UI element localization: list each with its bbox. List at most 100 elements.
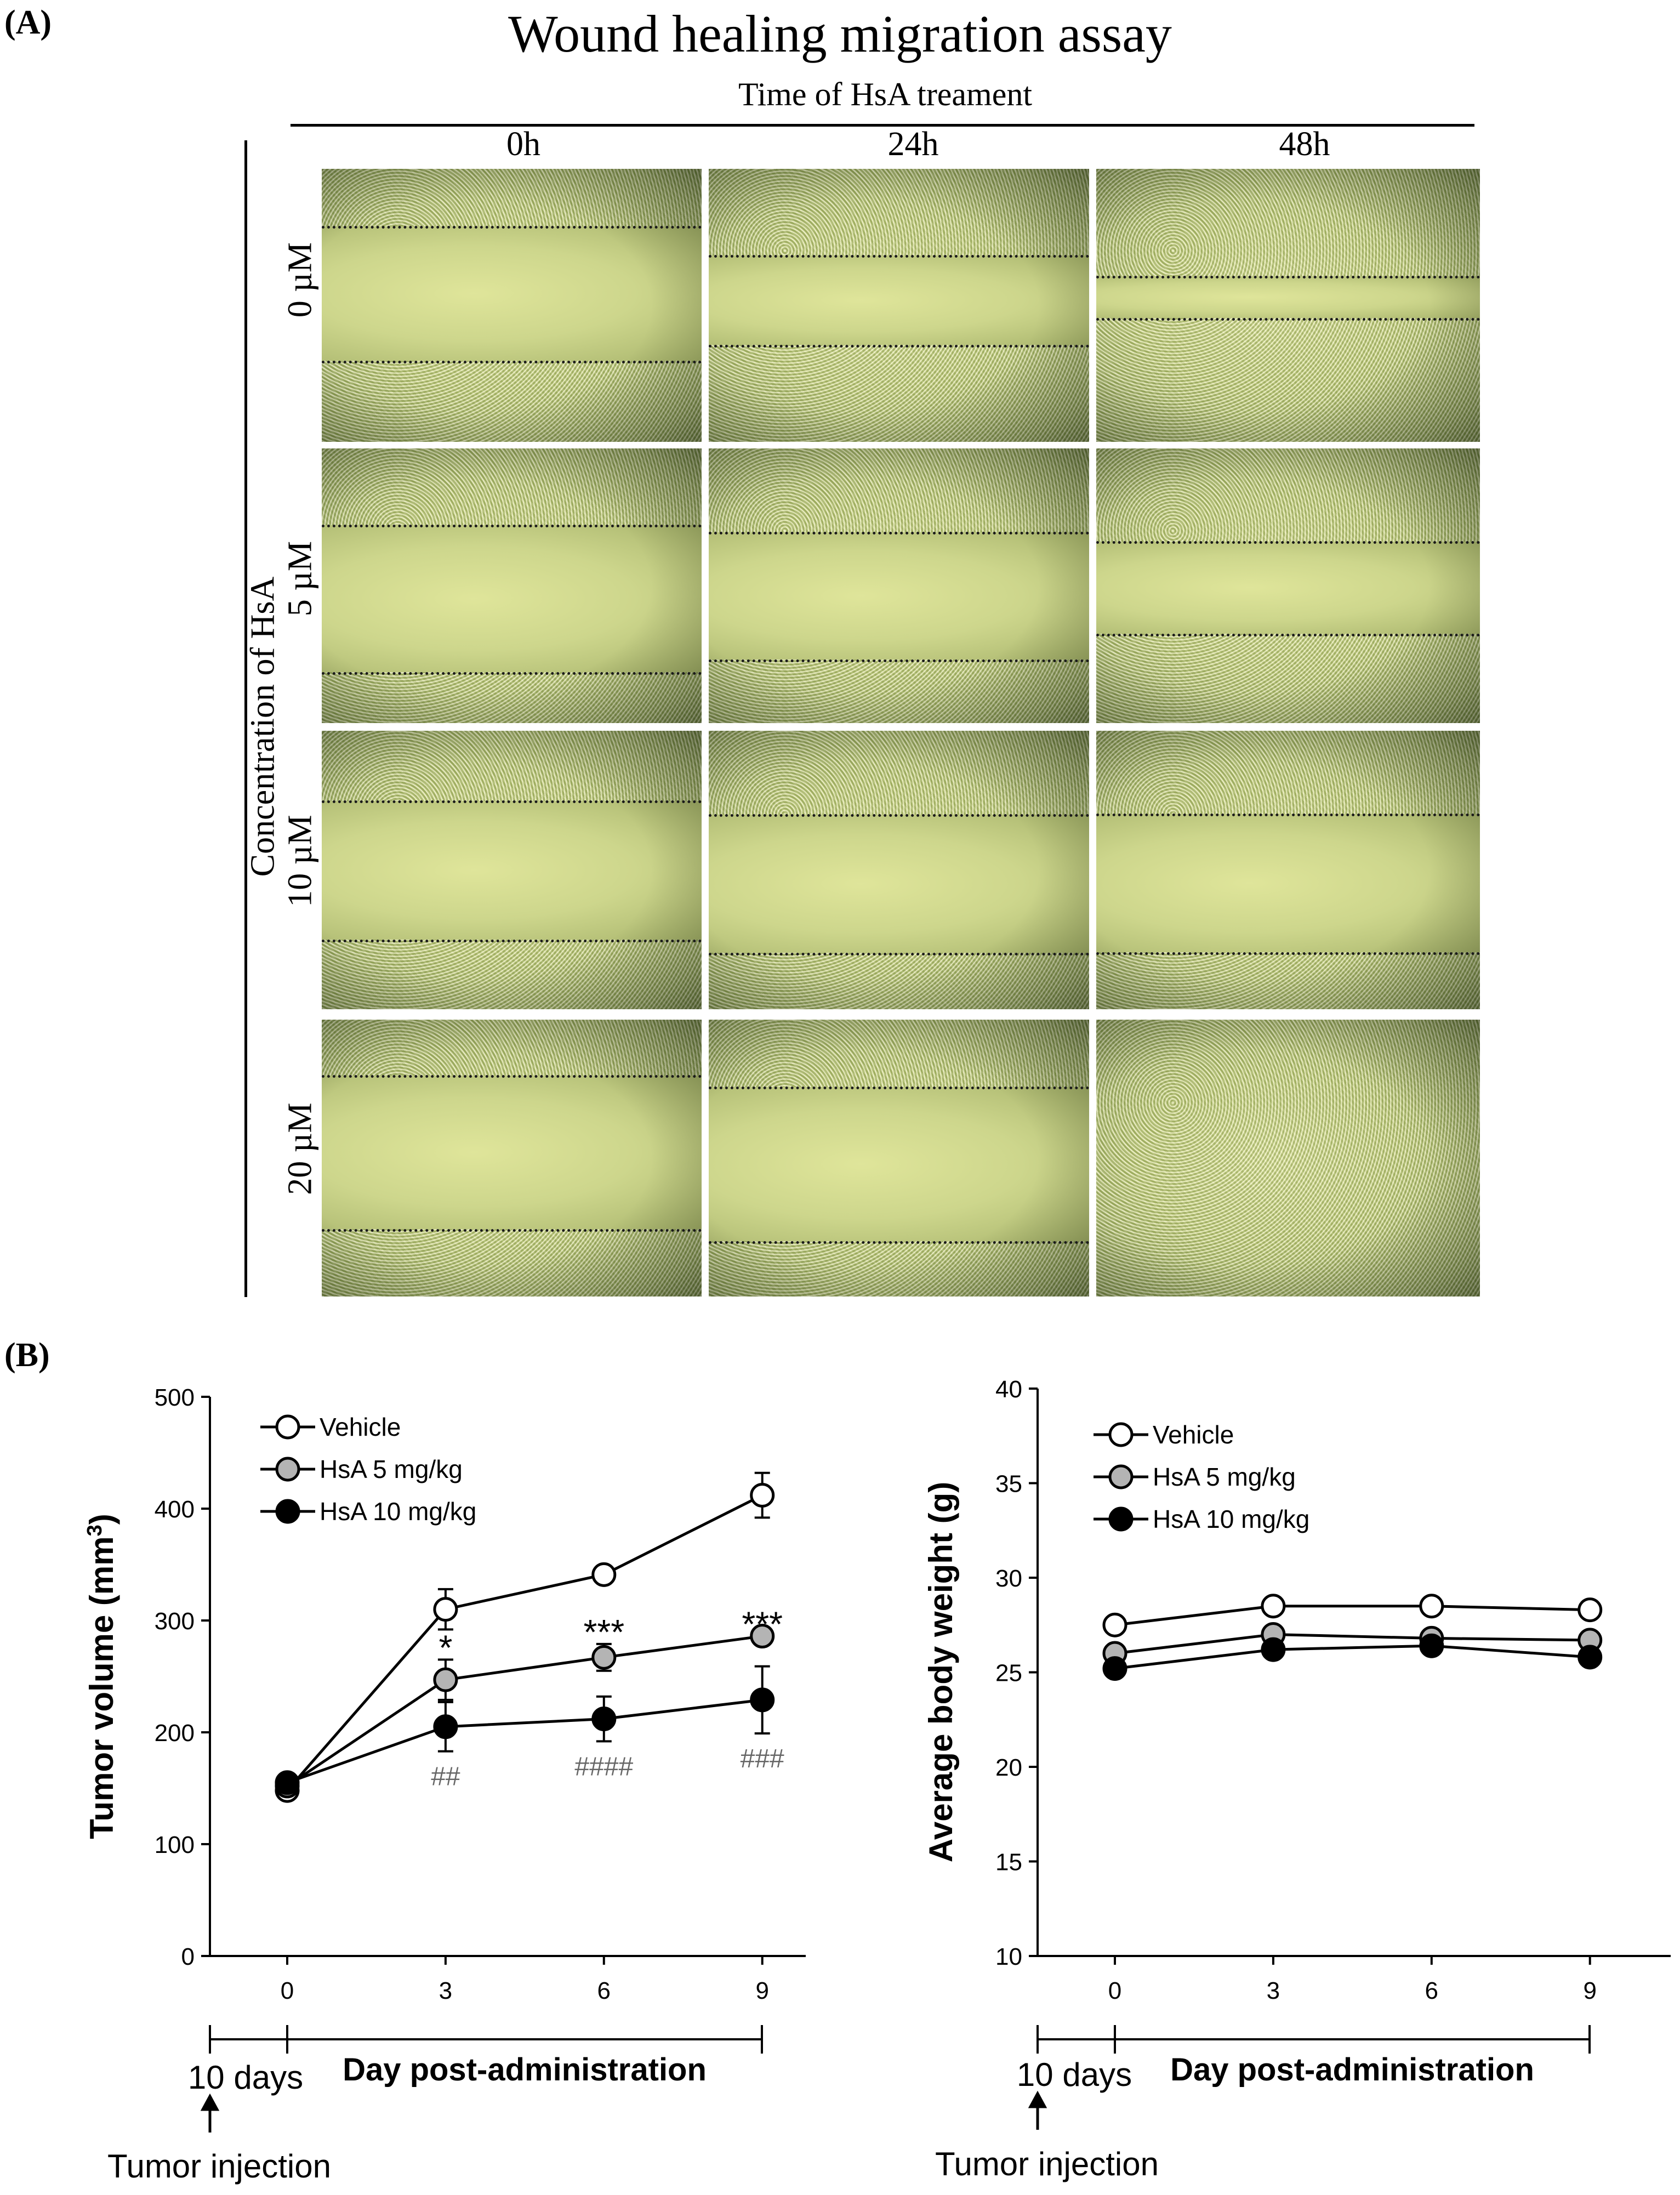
micrograph-20uM-24h — [709, 1020, 1089, 1296]
y-tick-label: 35 — [995, 1471, 1022, 1498]
series-line — [1114, 1644, 1590, 1670]
y-tick-label: 30 — [995, 1565, 1022, 1592]
data-point — [750, 1624, 775, 1649]
micrograph-20uM-0h — [322, 1020, 702, 1296]
data-point — [1261, 1594, 1286, 1619]
time-axis-line — [291, 124, 1474, 127]
micrograph-20uM-48h — [1096, 1020, 1480, 1296]
row-label-5uM: 5 µM — [281, 541, 319, 617]
data-point — [591, 1562, 617, 1587]
legend-label: Vehicle — [320, 1413, 401, 1441]
row-label-10uM: 10 µM — [281, 815, 319, 907]
x-tick-label: 0 — [281, 1977, 294, 2004]
injection-label: Tumor injection — [935, 2146, 1159, 2182]
panel-b-label: (B) — [4, 1337, 50, 1374]
legend-marker — [1108, 1422, 1134, 1447]
series-line — [1114, 1605, 1590, 1627]
y-tick-label: 100 — [155, 1832, 195, 1858]
y-tick-label: 200 — [155, 1720, 195, 1747]
y-tick-label: 400 — [155, 1496, 195, 1523]
series-line — [1114, 1633, 1590, 1655]
legend-marker — [275, 1499, 300, 1524]
concentration-axis-line — [244, 140, 247, 1297]
data-point — [275, 1770, 300, 1795]
significance-star: * — [438, 1628, 452, 1667]
micrograph-5uM-24h — [709, 448, 1089, 723]
legend-label: HsA 10 mg/kg — [1153, 1505, 1309, 1533]
data-point — [591, 1707, 617, 1732]
legend-label: HsA 5 mg/kg — [320, 1455, 463, 1483]
data-point — [1261, 1637, 1286, 1662]
injection-arrow-icon — [200, 2093, 220, 2133]
data-point — [433, 1667, 458, 1692]
series-line — [286, 1635, 763, 1787]
micrograph-10uM-0h — [322, 731, 702, 1009]
data-point — [433, 1597, 458, 1622]
series-line — [286, 1494, 763, 1792]
micrograph-10uM-48h — [1096, 731, 1480, 1009]
data-point — [750, 1687, 775, 1713]
tumor-volume-xlabel: Day post-administration — [343, 2052, 707, 2088]
legend-marker — [1108, 1464, 1134, 1489]
data-point — [1102, 1612, 1127, 1637]
data-point — [1578, 1597, 1603, 1623]
data-point — [1102, 1656, 1127, 1681]
row-label-20uM: 20 µM — [281, 1102, 319, 1195]
x-tick-label: 0 — [1108, 1977, 1121, 2004]
injection-arrow-icon — [1028, 2090, 1047, 2130]
tumor-volume-chart: 0 100 200 300 400 500 0 3 6 9 Tumor volume (mm3)… — [83, 1384, 806, 2185]
concentration-axis-label: Concentration of HsA — [244, 576, 282, 877]
y-tick-label: 10 — [995, 1943, 1022, 1970]
body-weight-ylabel: Average body weight (g) — [922, 1482, 959, 1863]
micrograph-0uM-48h — [1096, 169, 1480, 442]
significance-star: *** — [742, 1605, 783, 1644]
col-label-48h: 48h — [1279, 126, 1330, 163]
y-tick-label: 40 — [995, 1376, 1022, 1403]
micrograph-5uM-48h — [1096, 448, 1480, 723]
injection-label: Tumor injection — [107, 2148, 331, 2185]
y-tick-label: 25 — [995, 1660, 1022, 1687]
col-label-0h: 0h — [506, 126, 540, 163]
panel-a-label: (A) — [4, 4, 52, 41]
x-tick-label: 9 — [755, 1977, 768, 2004]
body-weight-legend: Vehicle HsA 5 mg/kg HsA 10 mg/kg — [1094, 1420, 1309, 1533]
legend-marker — [275, 1457, 300, 1482]
y-tick-label: 0 — [181, 1943, 195, 1970]
significance-star: *** — [583, 1612, 624, 1652]
time-axis-label: Time of HsA treament — [738, 76, 1033, 112]
significance-hash: #### — [574, 1752, 633, 1781]
y-tick-label: 500 — [155, 1384, 195, 1411]
micrograph-10uM-24h — [709, 731, 1089, 1009]
y-tick-label: 300 — [155, 1608, 195, 1635]
data-point — [1578, 1645, 1603, 1670]
micrograph-0uM-24h — [709, 169, 1089, 442]
tumor-volume-legend: Vehicle HsA 5 mg/kg HsA 10 mg/kg — [260, 1413, 476, 1526]
legend-label: Vehicle — [1153, 1420, 1234, 1449]
x-tick-label: 6 — [597, 1977, 611, 2004]
y-tick-label: 15 — [995, 1849, 1022, 1876]
legend-marker — [275, 1414, 300, 1440]
series-line — [287, 1698, 762, 1784]
y-tick-label: 20 — [995, 1754, 1022, 1781]
significance-hash: ## — [431, 1762, 460, 1792]
legend-marker — [1108, 1506, 1134, 1532]
data-point — [433, 1714, 458, 1739]
pre-period-label: 10 days — [1017, 2056, 1132, 2093]
x-tick-label: 3 — [439, 1977, 452, 2004]
assay-title: Wound healing migration assay — [508, 4, 1172, 63]
x-tick-label: 3 — [1267, 1977, 1280, 2004]
data-point — [1419, 1594, 1444, 1619]
data-point — [1419, 1633, 1444, 1658]
body-weight-xlabel: Day post-administration — [1170, 2052, 1534, 2088]
tumor-volume-ylabel: Tumor volume (mm3) — [83, 1514, 120, 1839]
legend-label: HsA 10 mg/kg — [320, 1497, 476, 1526]
data-point — [750, 1483, 775, 1508]
x-tick-label: 9 — [1583, 1977, 1596, 2004]
micrograph-5uM-0h — [322, 448, 702, 723]
row-label-0uM: 0 µM — [281, 242, 319, 318]
pre-period-label: 10 days — [188, 2059, 303, 2096]
col-label-24h: 24h — [887, 126, 939, 163]
micrograph-0uM-0h — [322, 169, 702, 442]
x-tick-label: 6 — [1425, 1977, 1438, 2004]
